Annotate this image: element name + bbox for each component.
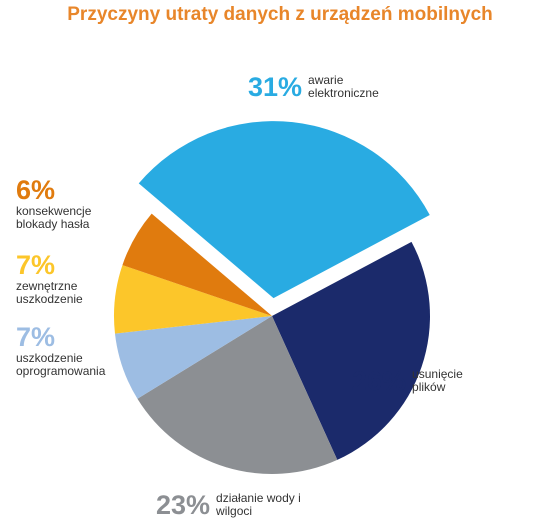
- percent-label: 26%: [352, 366, 407, 396]
- pie-slice: [272, 241, 430, 460]
- percent-label: 31%: [248, 72, 303, 102]
- slice-label: 26% usunięcie plików: [352, 366, 482, 396]
- category-label: konsekwencje blokady hasła: [16, 204, 92, 231]
- pie-slice: [138, 121, 430, 299]
- percent-label: 7%: [16, 322, 56, 352]
- pie-slice: [114, 316, 272, 399]
- slice-label: 23% działanie wody i wilgoci: [156, 490, 306, 520]
- category-label: działanie wody i wilgoci: [216, 491, 301, 518]
- percent-label: 23%: [156, 490, 211, 520]
- slice-label: 7% zewnętrzne uszkodzenie: [16, 250, 106, 306]
- chart-title: Przyczyny utraty danych z urządzeń mobil…: [67, 4, 493, 25]
- pie-slice: [114, 265, 272, 334]
- category-label: awarie elektroniczne: [308, 73, 379, 100]
- slice-label: 31% awarie elektroniczne: [248, 72, 398, 102]
- category-label: uszkodzenie oprogramowania: [16, 351, 106, 378]
- pie-slice: [122, 213, 273, 316]
- pie-slice: [137, 316, 338, 474]
- category-label: usunięcie plików: [412, 367, 463, 394]
- percent-label: 7%: [16, 250, 56, 280]
- slice-label: 7% uszkodzenie oprogramowania: [16, 322, 126, 378]
- category-label: zewnętrzne uszkodzenie: [16, 279, 83, 306]
- percent-label: 6%: [16, 175, 56, 205]
- slice-label: 6% konsekwencje blokady hasła: [16, 175, 116, 231]
